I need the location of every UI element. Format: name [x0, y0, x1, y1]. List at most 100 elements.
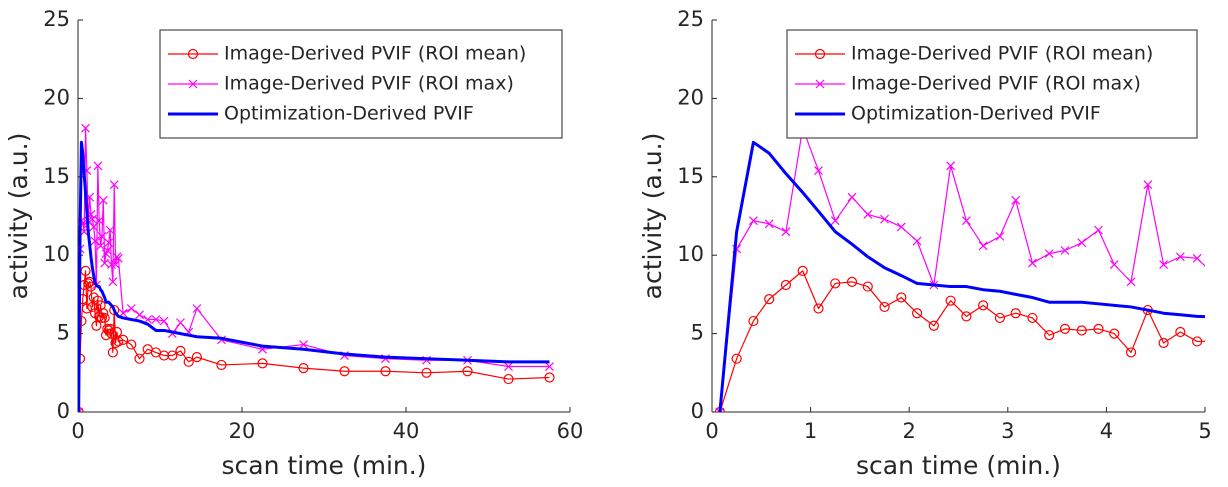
marker: [781, 227, 791, 237]
marker: [813, 303, 824, 314]
marker: [1094, 225, 1103, 235]
marker: [961, 216, 971, 226]
marker: [504, 362, 513, 371]
marker: [105, 225, 115, 235]
marker: [117, 334, 129, 345]
marker: [191, 352, 202, 363]
marker: [111, 326, 123, 338]
y-axis-label: activity (a.u.): [4, 133, 33, 300]
marker: [814, 48, 826, 60]
marker: [978, 300, 989, 311]
marker: [1175, 326, 1186, 338]
marker: [1125, 347, 1137, 358]
legend-label: Image-Derived PVIF (ROI max): [851, 73, 1141, 95]
marker: [298, 362, 309, 374]
marker: [98, 308, 109, 319]
y-tick-label: 10: [43, 242, 70, 266]
marker: [911, 308, 923, 319]
series-line: [78, 140, 550, 412]
legend-label: Image-Derived PVIF (ROI max): [224, 73, 514, 95]
x-tick-label: 0: [705, 419, 718, 443]
marker: [815, 79, 825, 89]
marker: [81, 303, 92, 314]
marker: [1010, 308, 1021, 319]
marker: [1077, 238, 1087, 248]
marker: [994, 312, 1006, 324]
marker: [106, 328, 117, 339]
marker: [183, 356, 194, 367]
marker: [748, 216, 758, 226]
y-tick-label: 25: [677, 7, 704, 31]
chart: 0 20 40 60 0 5 10 15 20 25 scan time (min.) activit…: [4, 7, 583, 480]
marker: [192, 304, 202, 313]
marker: [830, 278, 841, 289]
marker: [928, 320, 939, 331]
marker: [91, 320, 102, 331]
marker: [863, 210, 873, 219]
marker: [880, 214, 889, 224]
marker: [1143, 180, 1153, 190]
series-line: [719, 270, 1205, 412]
marker: [159, 316, 169, 326]
marker: [1158, 337, 1169, 349]
marker: [176, 318, 185, 328]
y-tick-label: 20: [43, 85, 70, 109]
marker: [1109, 260, 1119, 270]
marker: [1028, 258, 1037, 268]
marker: [797, 265, 808, 276]
marker: [846, 276, 858, 287]
marker: [995, 231, 1005, 241]
marker: [764, 219, 774, 229]
marker: [748, 315, 759, 327]
marker: [978, 241, 988, 251]
marker: [104, 238, 114, 248]
series-line: [718, 140, 1205, 412]
marker: [87, 214, 97, 224]
marker: [78, 407, 84, 412]
marker: [814, 166, 823, 175]
marker: [1159, 260, 1169, 270]
marker: [94, 216, 104, 226]
marker: [1044, 330, 1055, 341]
x-tick-label: 60: [557, 419, 584, 443]
marker: [1027, 312, 1038, 324]
y-tick-label: 5: [691, 321, 704, 345]
marker: [896, 222, 906, 232]
marker: [78, 315, 87, 327]
legend-label: Optimization-Derived PVIF: [851, 103, 1101, 125]
x-tick-label: 5: [1198, 419, 1211, 443]
marker: [912, 236, 922, 246]
marker: [83, 278, 94, 289]
marker: [257, 358, 268, 369]
marker: [81, 123, 90, 133]
marker: [187, 48, 199, 60]
y-tick-label: 10: [677, 242, 704, 266]
marker: [98, 195, 108, 205]
marker: [462, 366, 473, 377]
marker: [96, 241, 105, 251]
plot: [78, 123, 555, 412]
marker: [961, 311, 972, 322]
marker: [945, 295, 956, 306]
series-line: [78, 270, 550, 412]
marker: [188, 79, 198, 89]
x-tick-label: 20: [229, 419, 256, 443]
legend-label: Image-Derived PVIF (ROI mean): [224, 43, 526, 65]
marker: [126, 339, 137, 350]
marker: [105, 323, 116, 334]
marker: [135, 310, 144, 320]
y-tick-label: 20: [677, 85, 704, 109]
legend-label: Optimization-Derived PVIF: [224, 103, 474, 125]
marker: [108, 277, 118, 287]
marker: [126, 304, 136, 313]
marker: [1093, 323, 1104, 334]
marker: [1044, 249, 1054, 259]
x-tick-label: 40: [393, 419, 420, 443]
series-line: [719, 127, 1205, 412]
x-tick-label: 1: [804, 419, 817, 443]
marker: [1076, 325, 1087, 336]
marker: [380, 366, 391, 377]
marker: [1059, 323, 1071, 334]
marker: [175, 345, 186, 356]
